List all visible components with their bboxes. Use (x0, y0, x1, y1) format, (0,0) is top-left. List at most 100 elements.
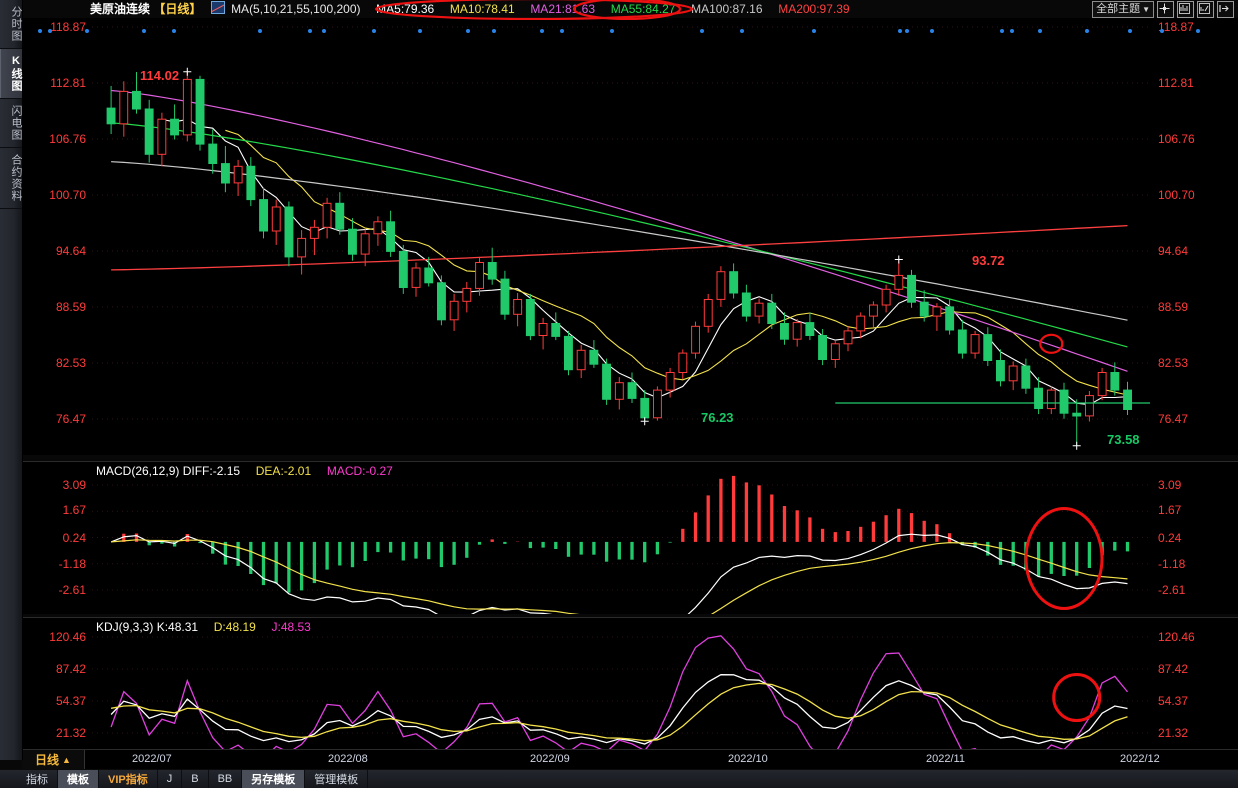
crosshair-button[interactable] (1157, 0, 1174, 18)
kdj-tick: 54.37 (55, 694, 86, 708)
ma5-value: MA5:79.36 (376, 2, 435, 16)
toolbar-filler (368, 770, 1238, 788)
price-tick: 100.70 (1158, 188, 1195, 202)
kdj-tick: 120.46 (49, 630, 86, 644)
macd-tick: 1.67 (62, 503, 86, 517)
price-tick: 118.87 (1158, 20, 1194, 34)
sidebar-item-kline[interactable]: K线图 (0, 49, 22, 99)
toolbar-item-b[interactable]: B (182, 770, 209, 788)
date-label: 2022/10 (728, 753, 768, 765)
event-marker-dot[interactable] (48, 29, 52, 33)
macd-name[interactable]: MACD(26,12,9) (96, 464, 180, 478)
event-marker-dot[interactable] (322, 29, 326, 33)
macd-diff: DIFF:-2.15 (182, 464, 241, 478)
price-panel[interactable]: 118.87 112.81 106.76 100.70 94.64 88.59 … (22, 18, 1238, 455)
price-tick: 76.47 (55, 412, 86, 426)
ma10-value: MA10:78.41 (449, 2, 515, 16)
price-plot-area[interactable] (92, 18, 1150, 455)
event-marker-dot[interactable] (172, 29, 176, 33)
kdj-tick: 21.32 (55, 726, 86, 740)
event-marker-dot[interactable] (905, 29, 909, 33)
price-tick: 106.76 (49, 132, 86, 146)
toolbar-item-manage-template[interactable]: 管理模板 (305, 770, 369, 788)
annotation-low-76: 76.23 (701, 410, 734, 425)
event-marker-dot[interactable] (38, 29, 42, 33)
kdj-panel[interactable]: KDJ(9,3,3) K:48.31 D:48.19 J:48.53 120.4… (22, 617, 1238, 750)
date-label: 2022/12 (1120, 753, 1160, 765)
expand-button[interactable] (1217, 0, 1234, 18)
kdj-line-chart (92, 635, 1150, 750)
price-tick: 94.64 (55, 244, 86, 258)
sidebar-item-lightning[interactable]: 闪电图 (0, 99, 22, 148)
annotation-high-114: 114.02 (140, 68, 180, 83)
event-marker-dot[interactable] (258, 29, 262, 33)
period-label: 【日线】 (153, 2, 202, 16)
date-label: 2022/09 (530, 753, 570, 765)
kdj-plot-area[interactable] (92, 618, 1150, 750)
page-title: 美原油连续 (90, 2, 151, 16)
event-marker-dot[interactable] (560, 29, 564, 33)
draw-button[interactable] (1197, 0, 1214, 18)
event-marker-dot[interactable] (1010, 29, 1014, 33)
price-tick: 88.59 (1158, 300, 1189, 314)
price-tick: 118.87 (50, 20, 86, 34)
caret-up-icon: ▲ (62, 754, 71, 765)
kdj-header: KDJ(9,3,3) K:48.31 D:48.19 J:48.53 (96, 620, 311, 634)
sidebar-item-timeline[interactable]: 分时图 (0, 0, 22, 49)
price-tick: 76.47 (1158, 412, 1189, 426)
event-marker-dot[interactable] (1160, 29, 1164, 33)
event-marker-dot[interactable] (812, 29, 816, 33)
toolbar-item-save-template[interactable]: 另存模板 (242, 770, 306, 788)
ma21-value: MA21:81.63 (530, 2, 596, 16)
ma-formula[interactable]: MA(5,10,21,55,100,200) (231, 2, 361, 16)
price-tick: 112.81 (50, 76, 86, 90)
indicator-icon[interactable] (210, 1, 225, 14)
kdj-name[interactable]: KDJ(9,3,3) (96, 620, 154, 634)
macd-panel[interactable]: MACD(26,12,9) DIFF:-2.15 DEA:-2.01 MACD:… (22, 461, 1238, 614)
theme-select-dropdown[interactable]: 全部主题 ▼ (1092, 0, 1154, 18)
macd-macd: MACD:-0.27 (326, 464, 393, 478)
macd-axis-left: 3.09 1.67 0.24 -1.18 -2.61 (22, 462, 92, 614)
event-marker-dot[interactable] (1196, 29, 1200, 33)
toolbar-item-template[interactable]: 模板 (58, 770, 99, 788)
kdj-tick: 21.32 (1158, 726, 1189, 740)
toolbar-item-vip-indicator[interactable]: VIP指标 (99, 770, 158, 788)
event-marker-dot[interactable] (1038, 29, 1042, 33)
event-marker-dot[interactable] (610, 29, 614, 33)
chart-header: 美原油连续 【日线】 MA(5,10,21,55,100,200) MA5:79… (22, 0, 1238, 20)
date-label: 2022/08 (328, 753, 368, 765)
price-tick: 82.53 (1158, 356, 1189, 370)
bottom-toolbar: 指标 模板 VIP指标 J B BB 另存模板 管理模板 (0, 769, 1238, 788)
event-marker-dot[interactable] (418, 29, 422, 33)
event-marker-dot[interactable] (492, 29, 496, 33)
event-marker-dot[interactable] (1085, 29, 1089, 33)
event-marker-dot[interactable] (85, 29, 89, 33)
event-marker-dot[interactable] (1128, 29, 1132, 33)
macd-plot-area[interactable] (92, 462, 1150, 614)
event-marker-dot[interactable] (142, 29, 146, 33)
macd-tick: 0.24 (62, 531, 86, 545)
event-marker-dot[interactable] (1000, 29, 1004, 33)
price-tick: 106.76 (1158, 132, 1195, 146)
toolbar-item-indicator[interactable]: 指标 (0, 770, 58, 788)
period-badge[interactable]: 日线 ▲ (22, 750, 85, 769)
event-marker-dot[interactable] (700, 29, 704, 33)
macd-tick: -1.18 (58, 557, 86, 571)
event-marker-dot[interactable] (898, 29, 902, 33)
event-marker-dot[interactable] (372, 29, 376, 33)
price-axis-right: 118.87 112.81 106.76 100.70 94.64 88.59 … (1150, 18, 1238, 455)
fit-chart-button[interactable] (1177, 0, 1194, 18)
event-marker-dot[interactable] (308, 29, 312, 33)
kdj-tick: 54.37 (1158, 694, 1189, 708)
macd-axis-right: 3.09 1.67 0.24 -1.18 -2.61 (1150, 462, 1238, 614)
sidebar-filler (0, 209, 22, 760)
event-marker-dot[interactable] (540, 29, 544, 33)
event-marker-dot[interactable] (466, 29, 470, 33)
macd-header: MACD(26,12,9) DIFF:-2.15 DEA:-2.01 MACD:… (96, 464, 393, 478)
macd-histogram-chart (92, 475, 1150, 614)
toolbar-item-j[interactable]: J (158, 770, 183, 788)
event-marker-dot[interactable] (930, 29, 934, 33)
event-marker-dot[interactable] (740, 29, 744, 33)
toolbar-item-bb[interactable]: BB (209, 770, 243, 788)
sidebar-item-contract-info[interactable]: 合约资料 (0, 148, 22, 209)
